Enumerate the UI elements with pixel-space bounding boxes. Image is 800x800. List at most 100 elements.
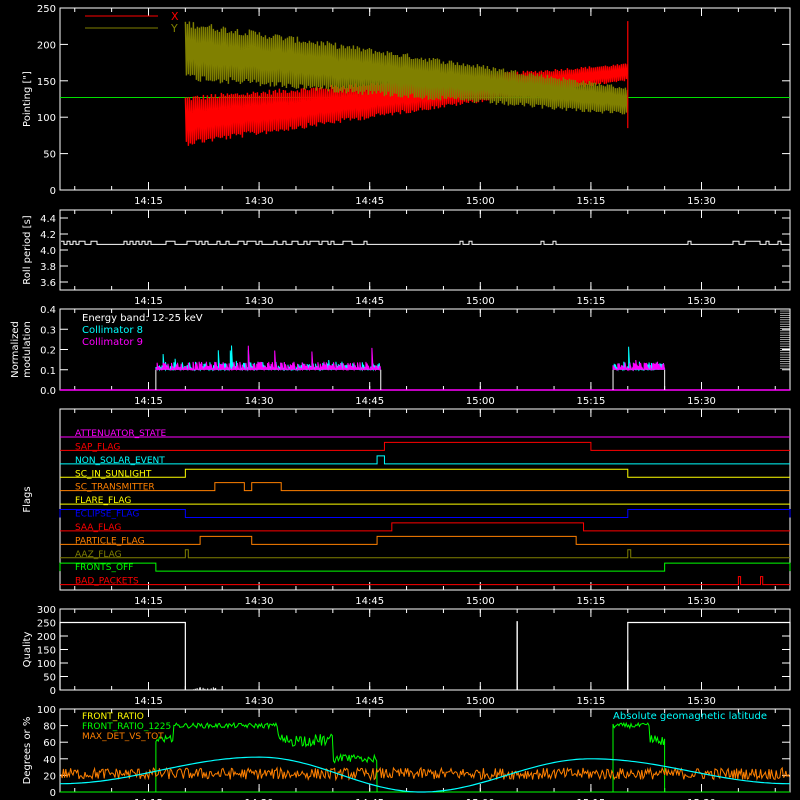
- roll-y-label-2: 4.0: [40, 246, 56, 257]
- flag-line-saa_flag: [60, 522, 790, 532]
- quality-time-label-0: 14:15: [134, 696, 163, 707]
- quality-high-segment-1: [627, 621, 791, 690]
- roll-ylabel: Roll period [s]: [22, 215, 33, 284]
- quality-y-label-4: 200: [37, 632, 56, 643]
- roll-time-label-3: 15:00: [466, 296, 495, 307]
- pointing-time-label-5: 15:30: [687, 196, 716, 207]
- flag-line-fronts_off: [59, 562, 791, 572]
- modulation-time-label-1: 14:30: [245, 396, 274, 407]
- roll-y-label-4: 4.4: [40, 214, 56, 225]
- flag-line-sap_flag: [60, 441, 790, 451]
- modulation-y-label-4: 0.4: [40, 305, 56, 316]
- roll-y-label-3: 4.2: [40, 230, 56, 241]
- pointing-legend-label-X: X: [171, 10, 179, 23]
- flag-label-aaz_flag: AAZ_FLAG: [75, 550, 122, 560]
- fronts-y-label-3: 60: [43, 738, 56, 749]
- modulation-legend-1: Collimator 9: [82, 337, 143, 348]
- fronts-time-label-3: 15:00: [466, 798, 495, 800]
- fronts-legend-2: MAX_DET_VS_TOT: [82, 732, 164, 742]
- roll-series: [61, 240, 790, 245]
- quality-time-label-4: 15:15: [576, 696, 605, 707]
- pointing-y-label-1: 50: [43, 150, 56, 161]
- pointing-y-label-3: 150: [37, 77, 56, 88]
- fronts-series-geomagnetic-latitude: [60, 756, 790, 793]
- fronts-y-label-4: 80: [43, 722, 56, 733]
- quality-y-label-6: 300: [37, 605, 56, 616]
- roll-time-label-5: 15:30: [687, 296, 716, 307]
- flag-label-sc_transmitter: SC_TRANSMITTER: [75, 483, 155, 493]
- modulation-y-label-2: 0.2: [40, 346, 56, 357]
- flag-label-sap_flag: SAP_FLAG: [75, 442, 120, 452]
- flags-time-label-1: 14:30: [245, 596, 274, 607]
- flag-label-flare_flag: FLARE_FLAG: [75, 496, 131, 506]
- pointing-ylabel: Pointing ["]: [22, 71, 33, 127]
- quality-y-label-3: 150: [37, 646, 56, 657]
- modulation-y-label-0: 0.0: [40, 386, 56, 397]
- modulation-energy-band: Energy band: 12-25 keV: [82, 313, 203, 324]
- quality-y-label-1: 50: [43, 673, 56, 684]
- quality-y-label-5: 250: [37, 619, 56, 630]
- fronts-time-label-5: 15:30: [687, 798, 716, 800]
- fronts-legend-latitude: Absolute geomagnetic latitude: [613, 711, 767, 722]
- fronts-legend-1: FRONT_RATIO_1225: [82, 722, 171, 732]
- modulation-y-label-1: 0.1: [40, 366, 56, 377]
- pointing-series-Y: [184, 21, 629, 115]
- fronts-series-front-ratio-1225-1: [612, 721, 666, 793]
- roll-time-label-4: 15:15: [576, 296, 605, 307]
- pointing-time-label-3: 15:00: [466, 196, 495, 207]
- flag-label-bad_packets: BAD_PACKETS: [75, 577, 139, 587]
- flag-line-sc_in_sunlight: [60, 468, 790, 478]
- quality-y-label-2: 100: [37, 659, 56, 670]
- modulation-time-label-2: 14:45: [355, 396, 384, 407]
- flag-label-particle_flag: PARTICLE_FLAG: [75, 536, 145, 546]
- flags-time-label-4: 15:15: [576, 596, 605, 607]
- modulation-series-1: [155, 345, 381, 372]
- flag-label-fronts_off: FRONTS_OFF: [75, 563, 133, 573]
- pointing-frame: [59, 7, 791, 191]
- flags-time-label-0: 14:15: [134, 596, 163, 607]
- pointing-y-label-5: 250: [37, 4, 56, 15]
- flag-label-sc_in_sunlight: SC_IN_SUNLIGHT: [75, 469, 152, 479]
- fronts-legend-0: FRONT_RATIO: [82, 712, 144, 722]
- quality-frame: [59, 608, 791, 691]
- pointing-time-label-1: 14:30: [245, 196, 274, 207]
- modulation-y-label-3: 0.3: [40, 325, 56, 336]
- quality-time-label-3: 15:00: [466, 696, 495, 707]
- fronts-time-label-4: 15:15: [576, 798, 605, 800]
- quality-time-label-1: 14:30: [245, 696, 274, 707]
- quality-high-segment-0: [59, 621, 186, 690]
- roll-time-label-0: 14:15: [134, 296, 163, 307]
- pointing-y-label-4: 200: [37, 40, 56, 51]
- fronts-y-label-0: 0: [50, 788, 56, 799]
- modulation-legend-0: Collimator 8: [82, 325, 143, 336]
- pointing-time-label-4: 15:15: [576, 196, 605, 207]
- fronts-time-label-2: 14:45: [355, 798, 384, 800]
- pointing-legend-label-Y: Y: [170, 22, 178, 35]
- flag-line-aaz_flag: [60, 549, 790, 559]
- flag-line-particle_flag: [60, 535, 790, 545]
- fronts-y-label-2: 40: [43, 755, 56, 766]
- flags-ylabel: Flags: [22, 486, 33, 512]
- modulation-time-label-5: 15:30: [687, 396, 716, 407]
- flags-time-label-5: 15:30: [687, 596, 716, 607]
- roll-y-label-0: 3.6: [40, 278, 56, 289]
- flag-label-attenuator_state: ATTENUATOR_STATE: [75, 429, 167, 439]
- quality-time-label-2: 14:45: [355, 696, 384, 707]
- pointing-series-X: [184, 63, 629, 146]
- fronts-time-label-0: 14:15: [134, 798, 163, 800]
- quality-time-label-5: 15:30: [687, 696, 716, 707]
- fronts-y-label-5: 100: [37, 705, 56, 716]
- quality-ylabel: Quality: [22, 632, 33, 668]
- fronts-y-label-1: 20: [43, 771, 56, 782]
- flag-line-non_solar_event: [60, 455, 790, 465]
- modulation-time-label-4: 15:15: [576, 396, 605, 407]
- quality-y-label-0: 0: [50, 686, 56, 697]
- roll-y-label-1: 3.8: [40, 262, 56, 273]
- flags-time-label-2: 14:45: [355, 596, 384, 607]
- modulation-time-label-0: 14:15: [134, 396, 163, 407]
- modulation-ylabel-line2: modulation: [22, 321, 33, 378]
- flag-line-bad_packets: [60, 576, 790, 586]
- roll-frame: [59, 209, 791, 291]
- fronts-series-max-det-vs-tot: [60, 766, 790, 782]
